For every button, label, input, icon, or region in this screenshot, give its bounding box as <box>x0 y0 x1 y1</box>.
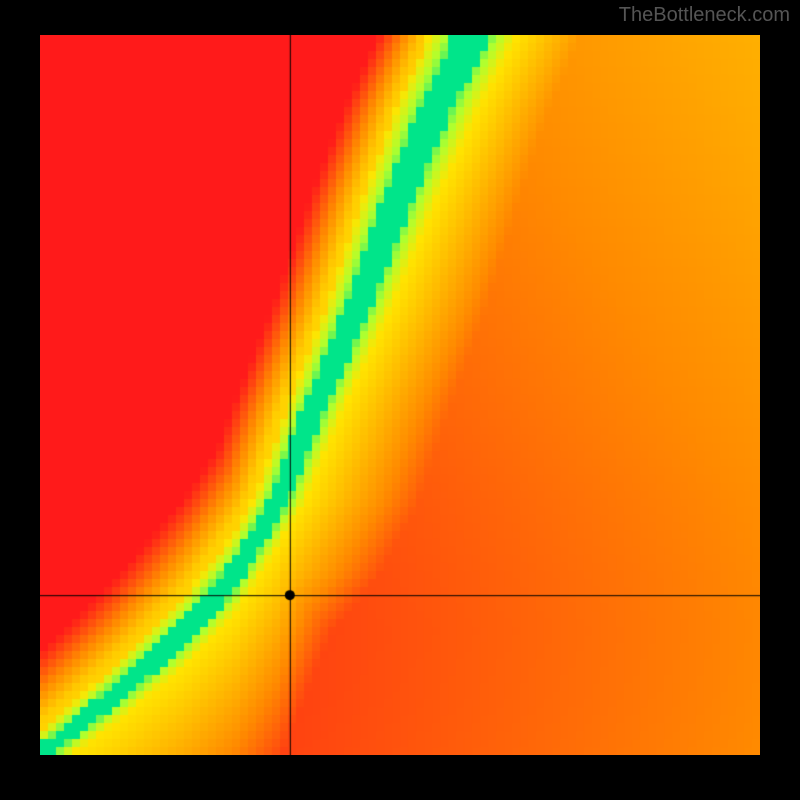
plot-area <box>40 35 760 755</box>
heatmap-canvas <box>40 35 760 755</box>
chart-container: TheBottleneck.com <box>0 0 800 800</box>
watermark-text: TheBottleneck.com <box>619 4 790 27</box>
